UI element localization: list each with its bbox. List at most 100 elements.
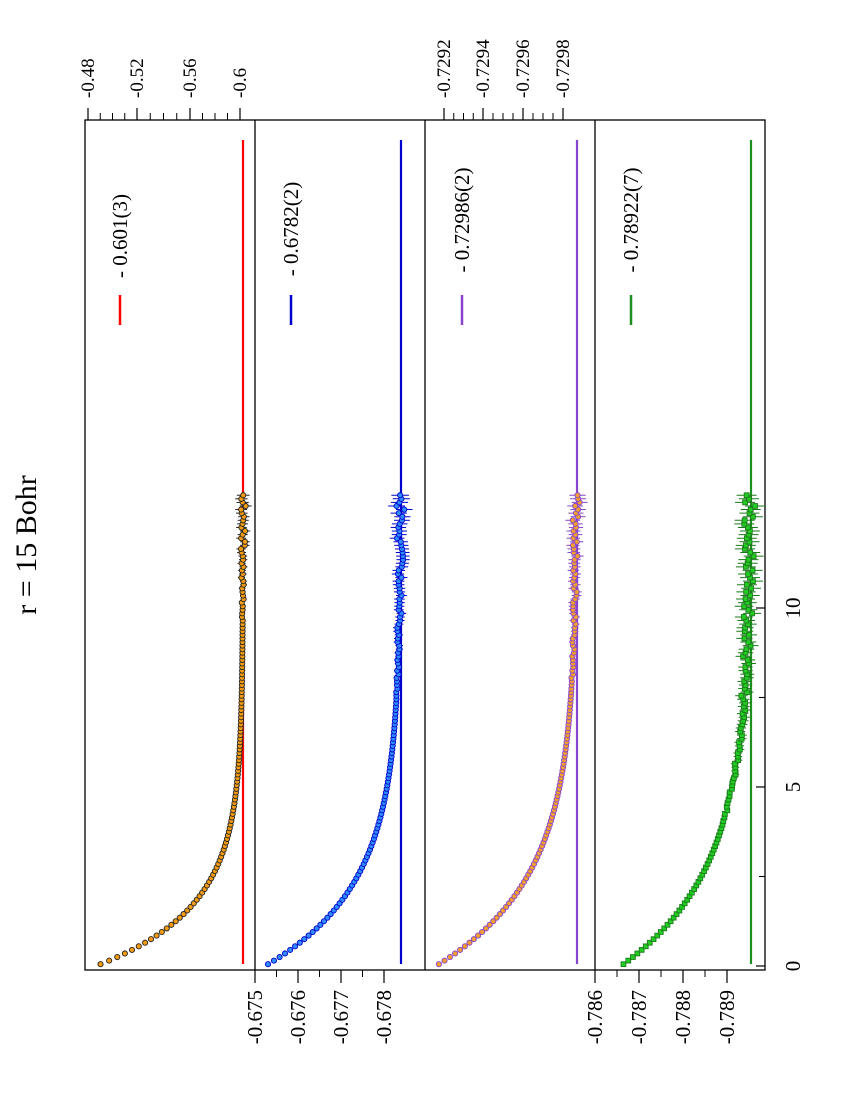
data-point [276,954,283,961]
data-point [441,957,448,964]
data-point [490,918,497,925]
data-point [265,961,272,968]
data-point [620,961,627,968]
data-point [142,939,149,946]
x-tick-label: 0 [781,961,805,972]
data-point [121,950,128,957]
left-axis-tick-label: -0.675 [243,990,267,1044]
data-point [309,928,316,936]
data-point [242,527,249,535]
data-point [667,918,674,925]
data-point [114,954,121,961]
data-point [398,574,405,581]
data-point [573,538,580,545]
data-point [747,549,754,556]
right-axis-tick-label: -0.6 [230,68,251,98]
legend-panel-1: - 0.601(3) [108,194,132,325]
data-point [750,578,756,585]
legend-panel-2: - 0.6782(2) [279,182,303,325]
data-point [395,510,402,517]
right-axis-tick-label: -0.7292 [434,39,455,98]
data-point [238,506,245,513]
legend-label-1: - 0.601(3) [108,194,132,278]
data-point [446,954,453,961]
data-point [661,925,668,932]
data-point [457,946,464,953]
data-point [738,692,745,699]
data-point [741,635,748,642]
data-point [654,932,661,939]
data-point [270,957,278,964]
series-panel-2 [265,140,413,968]
left-axis-tick-label: -0.787 [627,990,651,1044]
data-point [741,517,748,524]
left-axis-tick-label: -0.677 [329,990,353,1044]
series-panel-4 [620,140,766,968]
data-point [163,925,170,932]
data-point [172,918,179,925]
data-point [569,517,576,524]
data-point [742,664,749,670]
data-point [625,957,632,964]
series-panel-1 [97,140,252,968]
data-point [241,538,249,545]
left-axis-tick-label: -0.788 [671,990,695,1044]
legend-panel-4: - 0.78922(7) [619,168,643,325]
data-point [401,506,408,513]
left-axis-tick-label: -0.678 [372,990,396,1044]
right-axis-tick-label: -0.7296 [513,39,534,98]
data-point [317,921,324,928]
data-point [638,947,645,953]
data-point [399,513,406,520]
data-point [745,556,752,563]
data-point [650,936,657,943]
data-point [301,936,308,943]
data-point [475,932,482,939]
data-point [749,610,755,617]
data-point [470,936,477,943]
data-point [748,585,754,592]
data-point [128,946,136,953]
data-point [750,553,757,559]
right-axis-tick-label: -0.48 [78,58,99,98]
left-axis-tick-label: -0.789 [715,990,739,1044]
x-axis: 0 5 10 [756,598,805,972]
data-point [461,943,468,950]
data-point [180,911,187,918]
data-point [486,921,493,928]
data-point [742,542,749,549]
data-point [106,957,113,964]
data-point [742,499,748,506]
left-axis-tick-label: -0.786 [583,990,607,1044]
data-point [745,606,752,613]
data-point [732,760,738,767]
data-point [664,921,671,928]
legend-label-4: - 0.78922(7) [619,168,643,273]
data-point [747,506,754,513]
data-point [466,939,473,946]
legend-panel-3: - 0.72986(2) [450,168,474,325]
data-point [452,950,459,957]
data-point [749,567,756,574]
data-point [642,943,649,950]
data-point [313,925,320,932]
data-point [281,950,289,957]
data-point [135,943,142,950]
data-point [479,928,486,936]
y-axes: -0.48 -0.52 -0.56 -0.6 -0.7292 -0.7294 -0.7296… [78,39,739,1044]
data-point [657,929,664,935]
data-point [572,502,579,510]
data-point [634,950,641,957]
data-point [435,961,442,968]
data-point [397,492,404,499]
data-point [744,524,751,531]
series-panel-3 [435,140,588,968]
data-point [743,589,749,595]
data-point [569,542,576,549]
data-point [158,928,165,936]
left-axis-tick-label: -0.676 [286,990,310,1044]
data-point [750,513,756,520]
right-axis-tick-label: -0.56 [180,58,201,98]
right-axis-tick-label: -0.52 [127,58,148,98]
data-point [744,581,750,588]
